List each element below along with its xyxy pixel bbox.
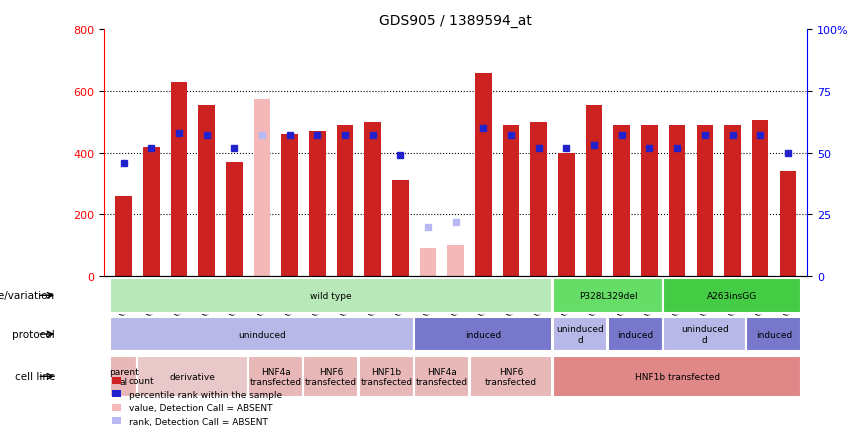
FancyBboxPatch shape (248, 356, 303, 397)
Bar (503, 126, 519, 276)
FancyBboxPatch shape (414, 317, 552, 352)
Bar (530, 122, 547, 276)
FancyBboxPatch shape (304, 356, 358, 397)
Text: HNF6
transfected: HNF6 transfected (305, 367, 358, 386)
Bar (198, 106, 215, 276)
Bar (171, 82, 187, 276)
FancyBboxPatch shape (746, 317, 801, 352)
Bar (724, 126, 740, 276)
FancyBboxPatch shape (470, 356, 552, 397)
Bar (309, 132, 326, 276)
Title: GDS905 / 1389594_at: GDS905 / 1389594_at (379, 14, 532, 28)
Bar (614, 126, 630, 276)
Bar (447, 246, 464, 276)
Bar (586, 106, 602, 276)
Bar (558, 153, 575, 276)
Text: HNF4a
transfected: HNF4a transfected (416, 367, 468, 386)
FancyBboxPatch shape (109, 356, 137, 397)
Bar (779, 172, 796, 276)
Text: induced: induced (756, 330, 792, 339)
FancyBboxPatch shape (109, 278, 552, 313)
Bar (641, 126, 658, 276)
Text: parent
al: parent al (108, 367, 138, 386)
FancyBboxPatch shape (137, 356, 247, 397)
Text: derivative: derivative (170, 372, 215, 381)
Bar (475, 73, 491, 276)
Text: genotype/variation: genotype/variation (0, 291, 55, 301)
Bar (143, 147, 160, 276)
Bar (752, 121, 768, 276)
FancyBboxPatch shape (553, 356, 801, 397)
Bar (696, 126, 713, 276)
FancyBboxPatch shape (358, 356, 414, 397)
FancyBboxPatch shape (109, 317, 414, 352)
Legend: count, percentile rank within the sample, value, Detection Call = ABSENT, rank, : count, percentile rank within the sample… (108, 373, 286, 430)
Text: HNF6
transfected: HNF6 transfected (485, 367, 537, 386)
Text: HNF4a
transfected: HNF4a transfected (250, 367, 302, 386)
FancyBboxPatch shape (663, 317, 746, 352)
Text: HNF1b transfected: HNF1b transfected (635, 372, 720, 381)
Text: protocol: protocol (12, 329, 55, 339)
Bar (669, 126, 686, 276)
Text: uninduced
d: uninduced d (681, 325, 729, 344)
Bar (115, 196, 132, 276)
Text: uninduced
d: uninduced d (556, 325, 604, 344)
FancyBboxPatch shape (553, 317, 608, 352)
Text: uninduced: uninduced (238, 330, 286, 339)
Text: cell line: cell line (15, 372, 55, 381)
Text: wild type: wild type (311, 291, 352, 300)
Text: induced: induced (617, 330, 654, 339)
Text: HNF1b
transfected: HNF1b transfected (360, 367, 412, 386)
FancyBboxPatch shape (414, 356, 469, 397)
Bar (281, 135, 298, 276)
Text: A263insGG: A263insGG (707, 291, 758, 300)
FancyBboxPatch shape (553, 278, 663, 313)
FancyBboxPatch shape (663, 278, 801, 313)
Text: P328L329del: P328L329del (579, 291, 637, 300)
Text: induced: induced (465, 330, 502, 339)
Bar (337, 126, 353, 276)
Bar (420, 249, 437, 276)
Bar (253, 99, 270, 276)
Bar (365, 122, 381, 276)
FancyBboxPatch shape (608, 317, 663, 352)
Bar (226, 163, 242, 276)
Bar (392, 181, 409, 276)
